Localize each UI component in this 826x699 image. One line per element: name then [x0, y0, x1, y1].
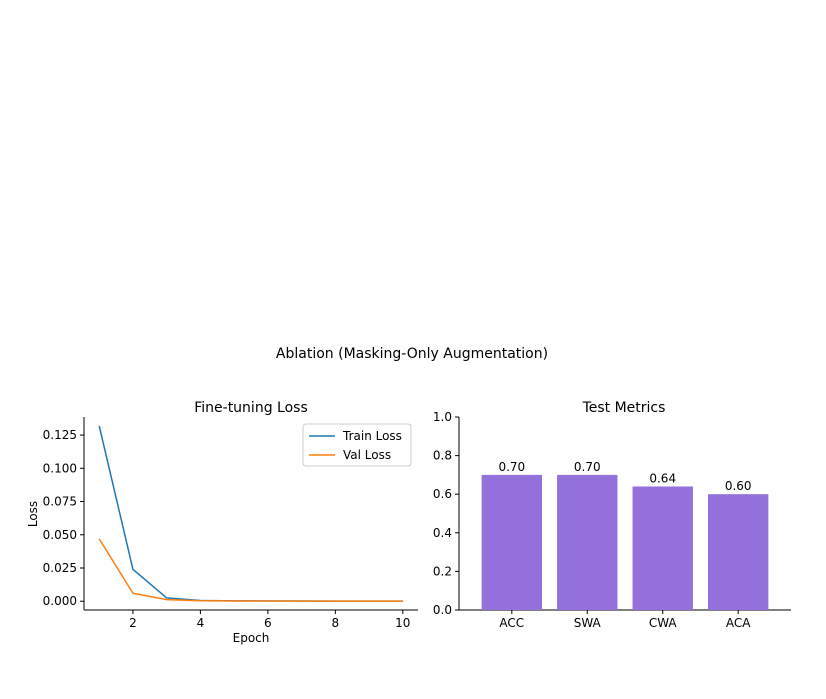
loss-legend: Train Loss Val Loss: [302, 423, 412, 467]
metrics-x-tick-label: ACC: [499, 616, 524, 630]
loss-y-tick-label: 0.100: [43, 461, 77, 475]
metrics-y-tick-label: 0.2: [433, 564, 452, 578]
loss-series-val: [98, 538, 403, 602]
loss-y-tick-label: 0.000: [43, 594, 77, 608]
loss-y-tick-label: 0.050: [43, 528, 77, 542]
loss-chart-xlabel: Epoch: [233, 631, 270, 645]
metrics-y-tick-label: 0.8: [433, 449, 452, 463]
metrics-bar-cwa: [632, 486, 693, 610]
loss-x-tick-label: 8: [332, 616, 340, 630]
loss-legend-label: Train Loss: [342, 429, 402, 443]
figure-suptitle: Ablation (Masking-Only Augmentation): [276, 346, 548, 362]
metrics-x-tick-label: CWA: [649, 616, 678, 630]
metrics-bar-acc: [481, 474, 542, 610]
loss-x-tick-label: 4: [197, 616, 205, 630]
loss-legend-label: Val Loss: [343, 448, 391, 462]
loss-y-tick-label: 0.025: [43, 561, 77, 575]
loss-chart-title: Fine-tuning Loss: [194, 400, 308, 416]
loss-x-tick-label: 10: [395, 616, 410, 630]
loss-y-tick-label: 0.075: [43, 495, 77, 509]
metrics-y-tick-label: 0.4: [433, 526, 452, 540]
metrics-bar-swa: [557, 474, 618, 610]
loss-chart: Fine-tuning Loss 2 4 6 8 10 0.000 0.025 0.050 0.…: [26, 400, 418, 645]
metrics-bar-value-label: 0.70: [574, 460, 601, 474]
metrics-y-tick-label: 0.0: [433, 603, 452, 617]
metrics-chart-title: Test Metrics: [582, 400, 666, 416]
metrics-bar-aca: [708, 494, 769, 610]
metrics-bar-value-label: 0.70: [498, 460, 525, 474]
metrics-bar-value-label: 0.64: [649, 471, 676, 485]
loss-chart-ylabel: Loss: [26, 501, 40, 527]
loss-y-tick-label: 0.125: [43, 428, 77, 442]
metrics-x-tick-label: SWA: [574, 616, 602, 630]
loss-x-tick-label: 6: [264, 616, 272, 630]
metrics-y-tick-label: 0.6: [433, 487, 452, 501]
metrics-bar-value-label: 0.60: [725, 479, 752, 493]
metrics-x-tick-label: ACA: [726, 616, 751, 630]
metrics-y-tick-label: 1.0: [433, 410, 452, 424]
metrics-chart: Test Metrics 0.0 0.2 0.4 0.6 0.8 1.0 ACC 0.70 SW…: [433, 400, 791, 630]
loss-x-tick-label: 2: [129, 616, 137, 630]
